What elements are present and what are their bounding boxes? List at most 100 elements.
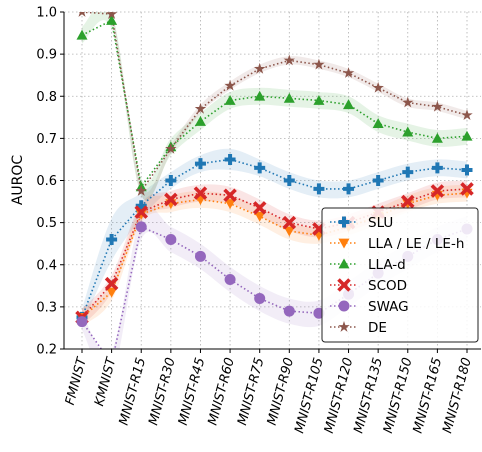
x-tick-label: KMNIST bbox=[92, 355, 120, 408]
point-de bbox=[283, 54, 296, 66]
point-scod bbox=[282, 215, 297, 230]
point-lla-le-le-h bbox=[224, 199, 236, 210]
point-de bbox=[461, 109, 473, 121]
point-lla-d bbox=[431, 132, 443, 143]
y-tick-label: 0.6 bbox=[36, 174, 57, 189]
point-lla-d bbox=[313, 94, 325, 105]
point-swag bbox=[283, 305, 295, 317]
point-swag bbox=[194, 250, 206, 262]
legend-label-swag: SWAG bbox=[368, 299, 409, 315]
point-slu bbox=[224, 153, 236, 165]
y-tick-label: 0.7 bbox=[36, 132, 57, 147]
point-lla-d bbox=[402, 126, 414, 137]
point-lla-d bbox=[194, 116, 206, 126]
point-slu bbox=[106, 233, 118, 245]
point-scod bbox=[400, 194, 415, 209]
y-tick-label: 0.4 bbox=[36, 258, 57, 273]
x-tick-label: MNIST-R15 bbox=[117, 356, 149, 427]
point-scod bbox=[252, 201, 267, 215]
x-tick-label: MNIST-R180 bbox=[440, 356, 475, 435]
point-lla-d bbox=[224, 94, 236, 105]
point-de bbox=[342, 67, 355, 78]
point-slu bbox=[461, 164, 473, 176]
legend-label-scod: SCOD bbox=[368, 278, 407, 294]
band-swag bbox=[82, 206, 467, 349]
point-slu bbox=[431, 162, 443, 174]
point-lla-le-le-h bbox=[283, 226, 295, 237]
point-slu bbox=[283, 175, 295, 186]
point-de bbox=[253, 62, 266, 74]
legend-label-lla-le-le-h: LLA / LE / LE-h bbox=[368, 236, 464, 252]
point-slu bbox=[372, 175, 384, 186]
point-scod bbox=[193, 186, 208, 200]
point-lla-d bbox=[76, 29, 88, 40]
point-slu bbox=[254, 162, 266, 174]
point-de bbox=[313, 58, 325, 70]
x-tick-label: MNIST-R120 bbox=[322, 356, 357, 435]
point-slu bbox=[194, 158, 206, 170]
point-scod bbox=[460, 182, 474, 196]
legend-marker-slu bbox=[338, 216, 350, 228]
point-swag bbox=[254, 292, 266, 304]
point-slu bbox=[313, 183, 325, 195]
legend-marker-swag bbox=[338, 300, 350, 312]
x-tick-label: MNIST-R75 bbox=[235, 356, 267, 427]
x-tick-label: MNIST-R60 bbox=[205, 356, 237, 427]
x-tick-label: MNIST-R150 bbox=[381, 356, 416, 435]
x-tick-labels: FMNIST KMNISTMNIST-R15MNIST-R30MNIST-R45M… bbox=[63, 349, 475, 435]
legend: SLU LLA / LE / LE-h LLA-d SCOD SWAG DE bbox=[321, 207, 479, 343]
point-slu bbox=[135, 200, 147, 212]
point-de bbox=[431, 100, 444, 112]
y-tick-label: 0.3 bbox=[36, 300, 57, 315]
point-lla-d bbox=[106, 14, 118, 25]
point-de bbox=[78, 12, 86, 17]
legend-label-lla-d: LLA-d bbox=[368, 257, 406, 273]
point-slu bbox=[402, 166, 414, 178]
point-swag bbox=[135, 221, 147, 233]
point-de bbox=[135, 185, 147, 196]
point-de bbox=[402, 96, 414, 108]
point-lla-d bbox=[343, 99, 355, 110]
point-slu bbox=[165, 175, 177, 186]
point-lla-d bbox=[254, 90, 266, 101]
x-tick-label: MNIST-R135 bbox=[351, 356, 386, 435]
point-de bbox=[105, 12, 118, 19]
point-lla-le-le-h bbox=[402, 199, 414, 210]
point-swag bbox=[76, 316, 88, 328]
x-tick-label: MNIST-R45 bbox=[176, 356, 208, 427]
x-tick-label: FMNIST bbox=[63, 355, 90, 407]
point-de bbox=[372, 81, 384, 93]
point-de bbox=[194, 102, 207, 114]
point-lla-le-le-h bbox=[135, 209, 147, 220]
point-scod bbox=[223, 188, 237, 203]
y-axis-label: AUROC bbox=[10, 155, 26, 206]
point-scod bbox=[104, 276, 119, 291]
y-tick-label: 0.8 bbox=[36, 90, 57, 105]
y-tick-label: 0.2 bbox=[36, 343, 57, 358]
point-swag bbox=[165, 233, 177, 245]
legend-label-slu: SLU bbox=[368, 215, 393, 231]
y-tick-label: 0.9 bbox=[36, 48, 57, 63]
y-tick-label: 0.5 bbox=[36, 216, 57, 231]
y-tick-labels: 0.2 0.3 0.4 0.5 0.6 0.7 0.8 0.9 1.0 bbox=[36, 6, 64, 358]
point-lla-le-le-h bbox=[254, 211, 266, 222]
legend-marker-de bbox=[338, 321, 350, 332]
point-lla-d bbox=[283, 92, 295, 103]
point-scod bbox=[164, 192, 178, 207]
legend-label-de: DE bbox=[368, 320, 387, 336]
y-tick-label: 1.0 bbox=[36, 6, 57, 21]
legend-marker-lla-le-le-h bbox=[338, 238, 350, 249]
point-lla-le-le-h bbox=[106, 287, 118, 298]
point-scod bbox=[134, 205, 149, 219]
x-tick-label: MNIST-R105 bbox=[292, 356, 327, 435]
x-tick-label: MNIST-R165 bbox=[411, 356, 446, 435]
point-de bbox=[165, 142, 177, 154]
point-lla-d bbox=[372, 118, 384, 129]
point-slu bbox=[343, 183, 355, 195]
point-scod bbox=[430, 184, 445, 198]
x-tick-label: MNIST-R30 bbox=[146, 356, 178, 427]
band-slu bbox=[82, 148, 467, 326]
point-de bbox=[224, 79, 236, 91]
x-tick-label: MNIST-R90 bbox=[265, 356, 297, 427]
